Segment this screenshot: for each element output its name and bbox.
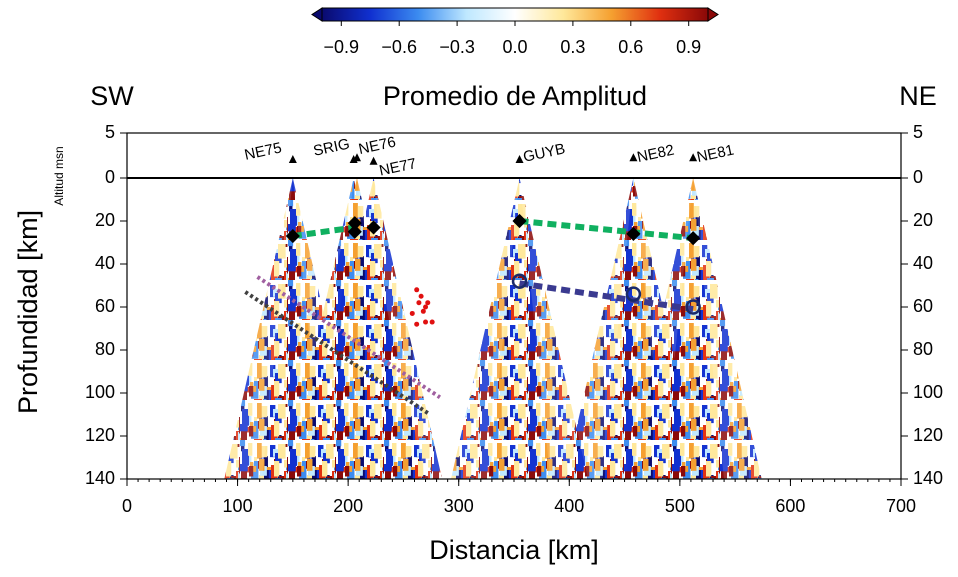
y-tick-label: 60 [95,296,115,316]
profile-line [519,218,694,242]
station-label: NE75 [243,139,283,163]
x-tick-label: 0 [122,496,132,516]
red-dot [418,293,424,299]
moho-diamond [686,231,701,246]
red-dot [423,304,429,310]
station-label: NE77 [378,155,418,179]
y-tick-label: 20 [95,210,115,230]
x-tick-label: 600 [775,496,805,516]
y-tick-label-right: 140 [913,468,943,488]
y-tick-label: 140 [85,468,115,488]
station-marker [689,153,698,162]
profile-line [244,290,432,417]
colorbar-tick-label: 0.3 [560,37,585,57]
moho-diamond [347,216,362,231]
colorbar-tick-label: −0.3 [439,37,475,57]
wave-cone-core [342,178,405,479]
y-tick-label: 100 [85,382,115,402]
colorbar-tick-label: −0.9 [324,37,360,57]
profile-line [292,224,356,240]
colorbar-under [311,7,323,22]
colorbar-tick-label: 0.0 [502,37,527,57]
x-tick-label: 300 [444,496,474,516]
x-tick-label: 700 [886,496,916,516]
colorbar-over [707,7,719,22]
station-marker [288,155,297,163]
red-dot [420,308,426,314]
x-tick-label: 500 [665,496,695,516]
chart-title: Promedio de Amplitud [383,81,647,111]
station-label: SRIG [312,136,351,160]
red-dot [416,300,422,306]
wave-cone-core [662,178,724,479]
moho-diamond [366,220,381,235]
red-dot [423,319,429,325]
moho-diamond [285,228,300,244]
left-label: SW [90,81,134,111]
y-tick-label-right: 100 [913,382,943,402]
x-tick-label: 400 [554,496,584,516]
y-tick-label-right: 80 [913,339,933,359]
alt-tick-label: 5 [105,122,115,142]
moho-diamond [512,213,527,229]
red-dot [414,321,420,327]
red-dot [429,319,435,325]
station-label: NE76 [357,134,397,158]
right-label: NE [899,81,937,111]
wave-field [224,178,762,479]
conversion-circle [685,299,701,315]
red-dot [414,287,420,293]
y-tick-label-right: 20 [913,210,933,230]
moho-diamond [347,224,362,239]
y-tick-label: 40 [95,253,115,273]
y-axis-label: Profundidad [km] [13,210,43,414]
station-label: GUYB [522,140,567,165]
y-tick-label-right: 60 [913,296,933,316]
y-tick-label: 80 [95,339,115,359]
x-axis-label: Distancia [km] [429,535,599,565]
station-marker [352,153,361,162]
conversion-circle [625,286,642,302]
profile-line [256,275,442,399]
y-tick-label-right: 0 [913,167,923,187]
red-dot [425,300,431,306]
y-tick-label: 120 [85,425,115,445]
altitude-label: Altitud msn [52,146,66,205]
y-tick-label: 0 [105,167,115,187]
alt-tick-label-right: 5 [913,122,923,142]
wave-cone-core [488,178,551,479]
station-label: NE81 [695,142,735,166]
y-tick-label-right: 40 [913,253,933,273]
station-marker [515,155,524,163]
x-tick-label: 100 [223,496,253,516]
colorbar [321,7,709,22]
station-marker [369,156,378,165]
moho-diamond [626,226,641,241]
x-tick-label: 200 [333,496,363,516]
station-label: NE82 [636,142,676,166]
station-marker [629,153,638,162]
profile-line [519,280,694,313]
colorbar-tick-label: 0.6 [618,37,643,57]
red-dot [409,310,415,316]
y-tick-label-right: 120 [913,425,943,445]
colorbar-tick-label: 0.9 [676,37,701,57]
colorbar-tick-label: −0.6 [381,37,417,57]
conversion-circle [511,273,528,289]
